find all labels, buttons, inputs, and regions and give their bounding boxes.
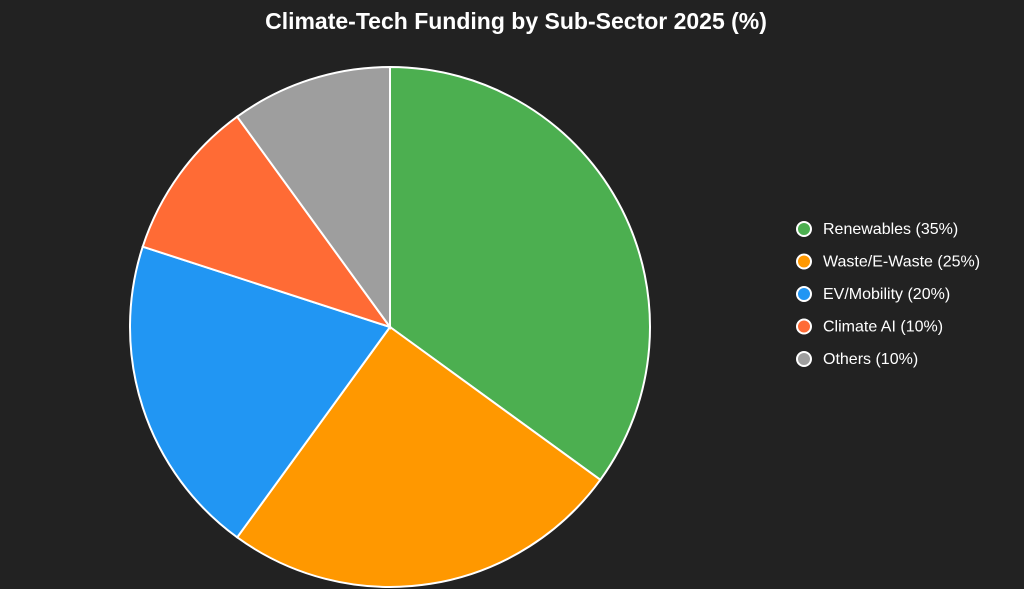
legend-marker	[796, 253, 812, 270]
legend-marker	[796, 351, 812, 367]
legend-marker	[796, 318, 812, 335]
legend-marker	[796, 221, 812, 237]
pie-slice	[129, 245, 392, 539]
pie-slice	[141, 115, 393, 329]
legend-label: Climate AI (10%)	[823, 319, 943, 336]
chart-title: Climate-Tech Funding by Sub-Sector 2025 …	[265, 8, 767, 34]
legend-label: Waste/E-Waste (25%)	[823, 254, 980, 271]
legend-label: EV/Mobility (20%)	[823, 286, 950, 303]
pie-slice	[235, 65, 391, 331]
legend-label: Others (10%)	[823, 351, 918, 368]
legend-label: Renewables (35%)	[823, 221, 958, 238]
legend-marker	[796, 286, 812, 302]
pie-slice	[389, 65, 651, 482]
pie-slice	[235, 325, 602, 588]
